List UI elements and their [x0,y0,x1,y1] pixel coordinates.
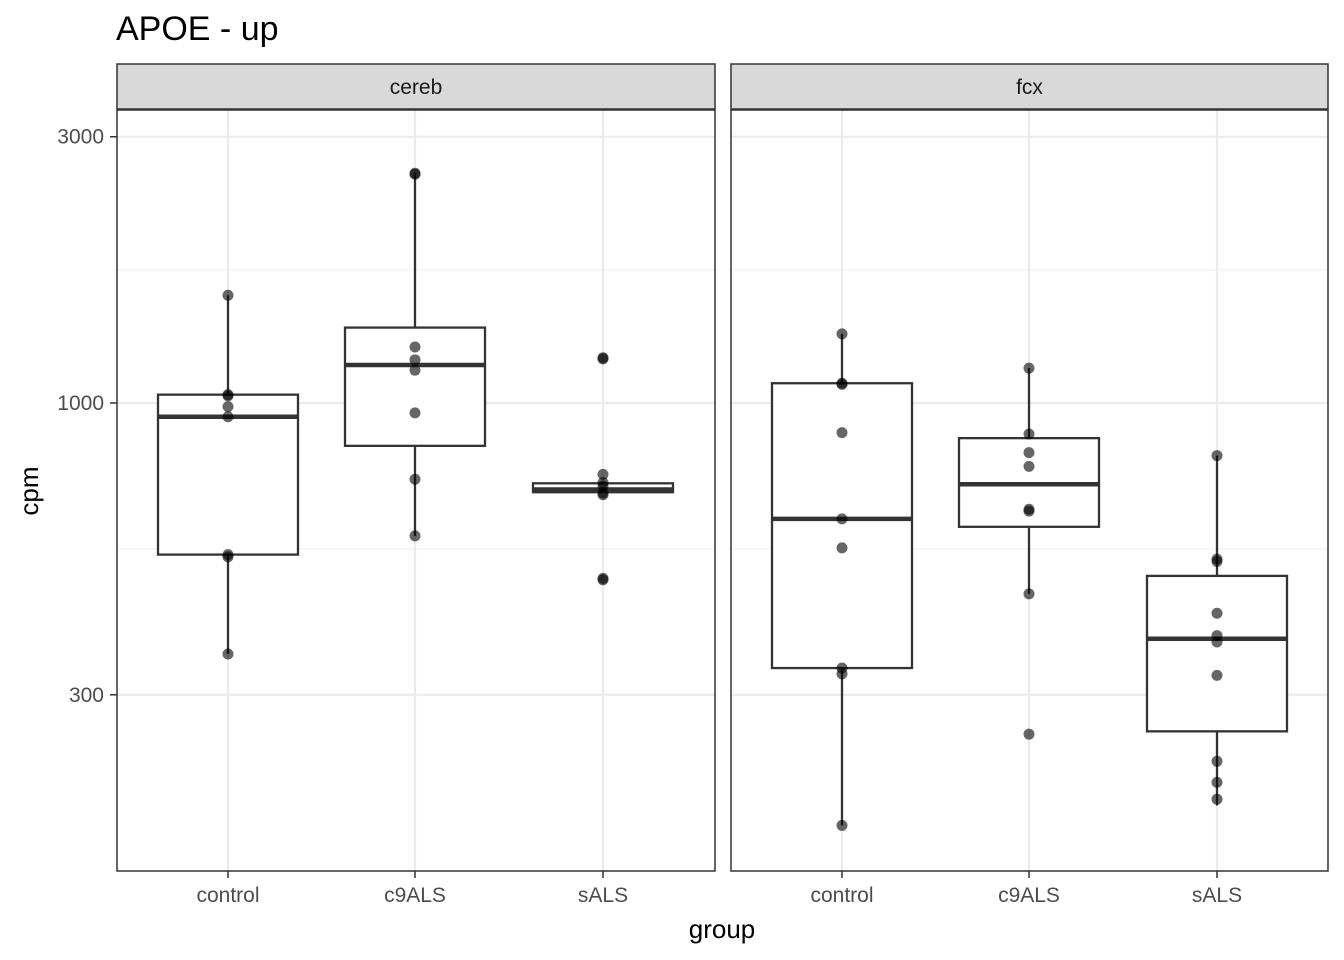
y-tick-label: 1000 [57,392,104,415]
data-point [222,648,234,660]
data-point [1211,669,1223,681]
box-control [156,289,300,660]
box-rect [1145,574,1289,733]
data-point [836,513,848,525]
data-point [597,574,609,586]
data-point [1023,460,1035,472]
y-tick-label: 300 [69,684,104,707]
box-c9ALS [343,167,487,542]
facet-strip-label: cereb [390,76,443,99]
data-point [222,411,234,423]
data-point [1211,776,1223,788]
data-point [1211,755,1223,767]
data-point [409,341,421,353]
panel-cereb: cereb control c9ALS sALS [116,63,716,907]
data-point [222,289,234,301]
data-point [1023,505,1035,517]
data-point [222,390,234,402]
x-tick-label: c9ALS [998,884,1060,907]
data-point [222,551,234,563]
data-point [1023,428,1035,440]
data-point [409,473,421,485]
facet-strip [116,63,716,110]
panel-fcx: fcx control c9ALS sALS [730,63,1329,907]
data-point [409,168,421,180]
box-rect [770,382,914,670]
data-point [1211,636,1223,648]
y-tick-label: 3000 [57,126,104,149]
data-point [597,468,609,480]
data-point [409,354,421,366]
data-point [836,819,848,831]
data-point [222,401,234,413]
data-point [1023,362,1035,374]
data-point [409,407,421,419]
data-point [1023,728,1035,740]
box-sALS [1145,450,1289,806]
data-point [409,364,421,376]
y-axis: 300 1000 3000 [57,126,117,707]
data-point [1211,793,1223,805]
x-tick-label: c9ALS [384,884,446,907]
box-sALS [531,352,675,586]
data-point [1023,588,1035,600]
facet-strip-label: fcx [1016,76,1043,99]
panel-border [116,109,716,872]
box-c9ALS [957,362,1101,740]
data-point [1211,607,1223,619]
x-tick-label: control [810,884,873,907]
data-point [1023,447,1035,459]
y-axis-title: cpm [14,466,44,515]
facet-strip [730,63,1329,110]
data-point [597,489,609,501]
data-point [597,353,609,365]
data-point [836,427,848,439]
data-point [409,530,421,542]
data-point [836,542,848,554]
chart-title: APOE - up [116,10,279,48]
data-point [836,328,848,340]
x-tick-label: sALS [578,884,628,907]
data-point [1211,555,1223,567]
x-tick-label: sALS [1192,884,1242,907]
data-point [1211,450,1223,462]
x-tick-label: control [196,884,259,907]
data-point [836,378,848,390]
data-point [836,668,848,680]
x-axis-title: group [689,914,756,944]
panels: cereb control c9ALS sALS fcx control c9ALS sALS [116,63,1329,907]
box-control [770,328,914,831]
